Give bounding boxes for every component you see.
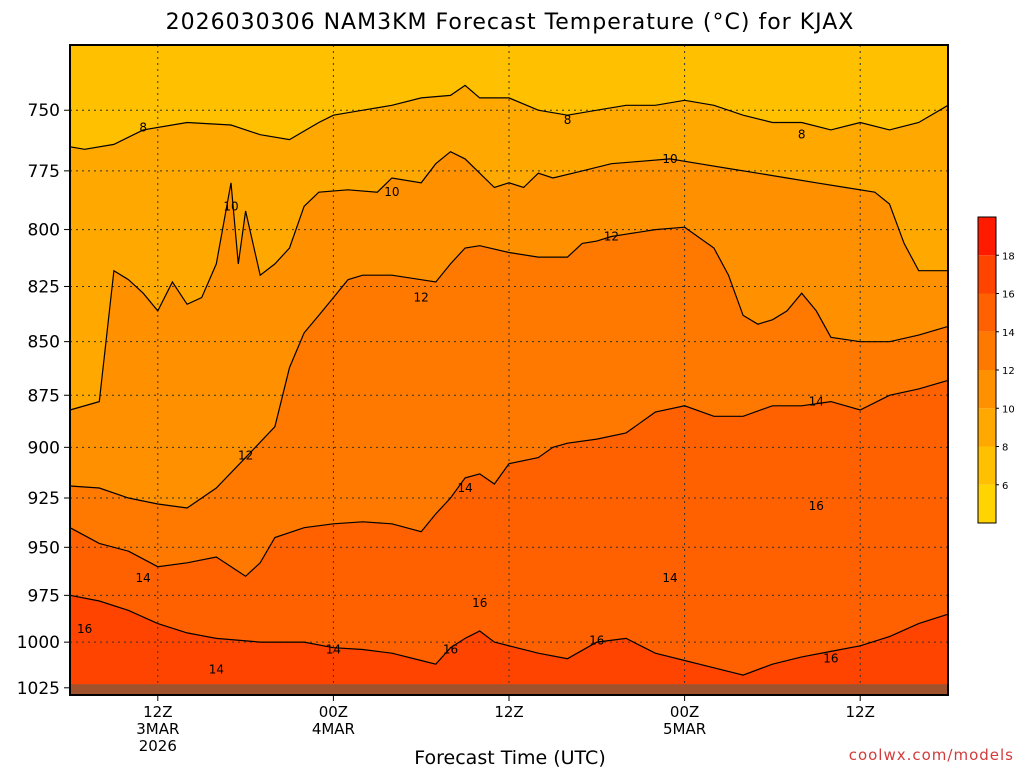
y-tick-label: 975 xyxy=(28,586,60,606)
y-tick-label: 800 xyxy=(28,221,60,241)
contour-label: 10 xyxy=(384,185,399,199)
contour-label: 8 xyxy=(139,120,147,134)
colorbar-label: 10 xyxy=(1002,404,1015,415)
colorbar-segment xyxy=(978,331,996,370)
contour-label: 10 xyxy=(662,152,677,166)
contour-16 xyxy=(69,594,949,676)
isotherm-contours xyxy=(69,84,949,676)
x-tick-label: 4MAR xyxy=(312,720,355,738)
contour-label: 14 xyxy=(326,643,341,657)
x-tick-label: 2026 xyxy=(139,737,177,755)
y-tick-label: 850 xyxy=(28,333,60,353)
contour-label: 16 xyxy=(472,596,487,610)
x-tick-label: 5MAR xyxy=(663,720,706,738)
isotherm-labels: 8 8 8 10 10 10 12 12 12 14 14 14 16 16 16 16 14 14 16 14 16 xyxy=(77,113,839,677)
contour-label: 14 xyxy=(136,571,151,585)
y-tick-label: 1025 xyxy=(17,679,60,699)
contour-label: 16 xyxy=(77,622,92,636)
colorbar-label: 8 xyxy=(1002,443,1008,454)
contour-label: 12 xyxy=(414,291,429,305)
x-tick-label: 12Z xyxy=(846,703,875,721)
x-tick-label: 12Z xyxy=(143,703,172,721)
contour-label: 14 xyxy=(809,395,824,409)
y-tick-label: 900 xyxy=(28,438,60,458)
contour-label: 16 xyxy=(823,652,838,666)
contour-label: 8 xyxy=(798,128,806,142)
contour-label: 8 xyxy=(564,113,572,127)
chart-title: 2026030306 NAM3KM Forecast Temperature (… xyxy=(166,10,855,35)
contour-14 xyxy=(69,379,949,578)
colorbar-label: 16 xyxy=(1002,290,1015,301)
contour-label: 12 xyxy=(604,229,619,243)
contour-label: 16 xyxy=(809,499,824,513)
colorbar-segment xyxy=(978,408,996,447)
y-axis: 750 775 800 825 850 875 900 925 950 975 1000 1025 xyxy=(17,101,70,699)
colorbar-label: 6 xyxy=(1002,481,1008,492)
contour-label: 14 xyxy=(209,663,224,677)
colorbar: 6 8 10 12 14 16 18 xyxy=(977,216,1015,524)
colorbar-segment xyxy=(978,484,996,523)
contour-label: 10 xyxy=(223,199,238,213)
ground-band xyxy=(70,684,948,695)
contour-label: 12 xyxy=(238,449,253,463)
band-below-16 xyxy=(70,595,948,695)
x-tick-label: 00Z xyxy=(319,703,348,721)
contour-8 xyxy=(69,84,949,150)
contour-label: 16 xyxy=(589,633,604,647)
y-tick-label: 875 xyxy=(28,386,60,406)
colorbar-segment xyxy=(978,293,996,332)
x-tick-label: 00Z xyxy=(670,703,699,721)
contour-12 xyxy=(69,226,949,509)
colorbar-label: 18 xyxy=(1002,251,1015,262)
y-tick-label: 1000 xyxy=(17,633,60,653)
y-tick-label: 950 xyxy=(28,538,60,558)
contour-label: 14 xyxy=(457,481,472,495)
contour-10 xyxy=(69,150,948,411)
colorbar-segment xyxy=(978,217,996,256)
contour-label: 16 xyxy=(443,643,458,657)
contour-label: 14 xyxy=(662,571,677,585)
x-axis-label: Forecast Time (UTC) xyxy=(414,747,605,768)
x-tick-label: 12Z xyxy=(494,703,523,721)
colorbar-segment xyxy=(978,255,996,294)
colorbar-segment xyxy=(978,446,996,485)
y-tick-label: 825 xyxy=(28,277,60,297)
colorbar-segment xyxy=(978,370,996,409)
colorbar-label: 12 xyxy=(1002,366,1015,377)
y-tick-label: 750 xyxy=(28,101,60,121)
y-tick-label: 925 xyxy=(28,489,60,509)
x-tick-label: 3MAR xyxy=(136,720,179,738)
colorbar-label: 14 xyxy=(1002,328,1015,339)
y-tick-label: 775 xyxy=(28,162,60,182)
credit-text: coolwx.com/models xyxy=(849,746,1014,764)
